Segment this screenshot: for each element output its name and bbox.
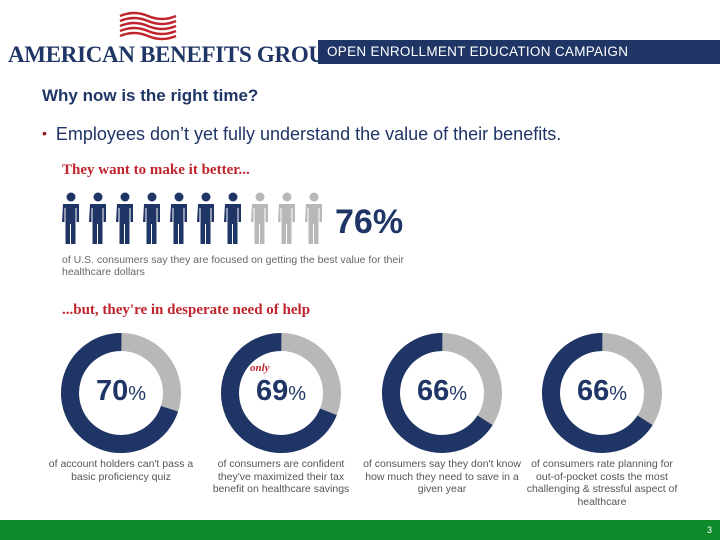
stat-caption-2: of consumers are confident they've maxim… bbox=[212, 458, 350, 495]
person-icon bbox=[116, 192, 133, 244]
campaign-banner: OPEN ENROLLMENT EDUCATION CAMPAIGN bbox=[318, 40, 720, 64]
people-icon-row bbox=[62, 192, 322, 244]
bullet-text: Employees don’t yet fully understand the… bbox=[55, 124, 562, 144]
donut-stat-3: 66% bbox=[381, 332, 503, 454]
bullet-icon: • bbox=[42, 125, 47, 141]
donut-fill bbox=[542, 333, 662, 453]
footer-bar bbox=[0, 520, 720, 540]
stat-caption-4: of consumers rate planning for out-of-po… bbox=[526, 458, 678, 508]
donut-ring bbox=[61, 333, 181, 453]
company-logo: AMERICAN BENEFITS GROUP bbox=[8, 6, 339, 67]
infographic-heading-1: They want to make it better... bbox=[62, 162, 250, 178]
donut-ring bbox=[221, 333, 341, 453]
donut-ring bbox=[382, 333, 502, 453]
donut-stat-1: 70% bbox=[60, 332, 182, 454]
stat-caption-3: of consumers say they don't know how muc… bbox=[363, 458, 521, 495]
donut-value: 66% bbox=[416, 375, 468, 407]
person-icon bbox=[143, 192, 160, 244]
person-icon bbox=[170, 192, 187, 244]
person-icon bbox=[305, 192, 322, 244]
person-icon bbox=[278, 192, 295, 244]
donut-prefix: only bbox=[250, 362, 270, 374]
donut-value: 70% bbox=[95, 375, 147, 407]
donut-ring bbox=[542, 333, 662, 453]
donut-stat-2: only 69% bbox=[220, 332, 342, 454]
bullet-point: • Employees don’t yet fully understand th… bbox=[42, 124, 561, 145]
person-icon bbox=[197, 192, 214, 244]
person-icon bbox=[251, 192, 268, 244]
person-icon bbox=[89, 192, 106, 244]
person-icon bbox=[62, 192, 79, 244]
stat-caption-1: of account holders can't pass a basic pr… bbox=[48, 458, 194, 483]
logo-wordmark: AMERICAN BENEFITS GROUP bbox=[8, 42, 339, 67]
donut-fill bbox=[382, 333, 502, 453]
flag-logo-icon bbox=[119, 11, 177, 41]
infographic-heading-2: ...but, they're in desperate need of hel… bbox=[62, 302, 311, 318]
page-number: 3 bbox=[706, 525, 712, 535]
donut-value: 66% bbox=[576, 375, 628, 407]
donut-stat-4: 66% bbox=[541, 332, 663, 454]
people-caption: of U.S. consumers say they are focused o… bbox=[62, 254, 405, 278]
donut-value: 69% bbox=[255, 375, 307, 407]
slide-title: Why now is the right time? bbox=[42, 86, 259, 105]
people-percent: 76% bbox=[335, 203, 404, 241]
person-icon bbox=[224, 192, 241, 244]
